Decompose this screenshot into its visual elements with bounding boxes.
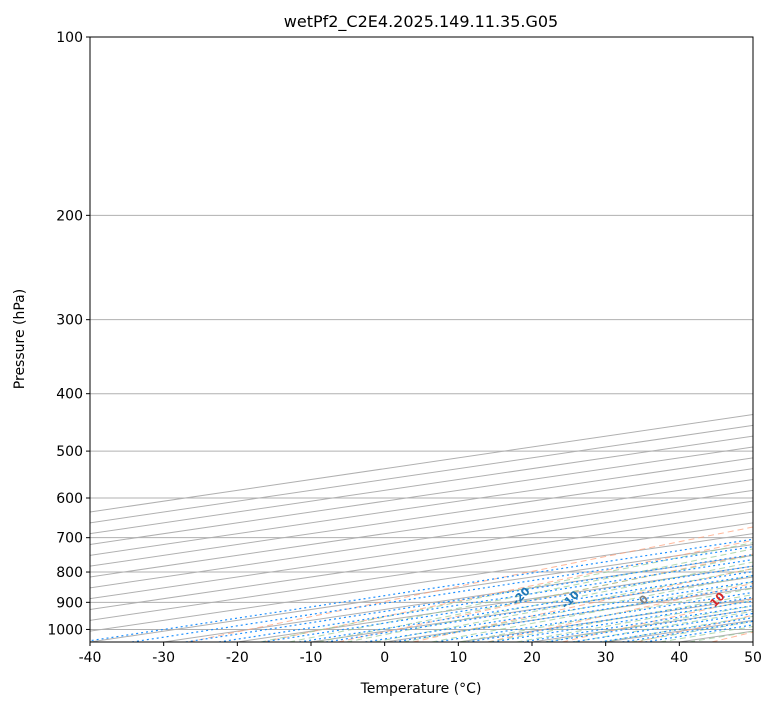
isotherm-line xyxy=(90,522,753,621)
y-tick-label: 200 xyxy=(56,208,83,224)
y-tick-label: 800 xyxy=(56,565,83,581)
dewpoint-profile-line xyxy=(756,37,775,569)
mixing-ratio-line xyxy=(365,580,753,642)
moist-adiabat-line xyxy=(516,599,753,642)
isotherm-line xyxy=(90,478,753,578)
moist-adiabat-line xyxy=(459,587,753,642)
isotherm-line xyxy=(90,446,753,546)
x-ticks: -40 -30 -20 -10 0 10 20 30 40 50 xyxy=(79,642,762,666)
y-tick-label: 100 xyxy=(56,30,83,46)
x-tick-label: 40 xyxy=(670,650,688,666)
moist-adiabat-line xyxy=(260,542,753,642)
isotherm-line xyxy=(90,500,753,600)
y-tick-label: 500 xyxy=(56,444,83,460)
x-tick-label: -40 xyxy=(79,650,102,666)
dry-adiabat-line xyxy=(188,526,753,642)
moist-adiabat-line xyxy=(403,574,753,642)
chart-title: wetPf2_C2E4.2025.149.11.35.G05 xyxy=(284,12,558,32)
isotherm-line xyxy=(531,608,753,642)
mixing-ratio-lines xyxy=(90,538,753,642)
moist-adiabat-line xyxy=(602,615,753,642)
x-tick-label: 30 xyxy=(597,650,615,666)
isotherm-line xyxy=(90,489,753,589)
mixing-ratio-line xyxy=(522,605,753,642)
mixing-ratio-line xyxy=(90,538,753,642)
moist-adiabat-line xyxy=(573,610,753,642)
y-tick-label: 700 xyxy=(56,531,83,547)
dry-adiabats xyxy=(188,526,753,642)
x-tick-label: -10 xyxy=(300,650,323,666)
mixing-ratio-line xyxy=(131,546,753,642)
isotherm-line xyxy=(237,565,753,642)
y-tick-label: 400 xyxy=(56,387,83,403)
isopleth-labels: 0.10.20.40.611.52346810131620253036-100-… xyxy=(509,584,727,611)
isotherm-line xyxy=(90,468,753,567)
y-axis-label: Pressure (hPa) xyxy=(12,289,28,389)
y-ticks: 100 200 300 400 500 600 700 800 900 1000 xyxy=(47,30,90,638)
isotherm-line xyxy=(90,533,753,632)
moist-adiabat-line xyxy=(374,568,753,642)
dry-adiabat-line xyxy=(263,539,753,642)
grid xyxy=(90,37,753,642)
isotherm-line xyxy=(752,641,753,642)
mixing-ratio-line xyxy=(436,591,753,642)
x-axis-label: Temperature (°C) xyxy=(360,681,482,697)
isotherm-line xyxy=(458,598,753,642)
x-tick-label: 0 xyxy=(380,650,389,666)
x-tick-label: -20 xyxy=(226,650,249,666)
mixing-ratio-line xyxy=(546,608,753,642)
x-tick-label: 50 xyxy=(744,650,762,666)
y-tick-label: 300 xyxy=(56,313,83,329)
moist-adiabat-line xyxy=(431,581,753,642)
x-tick-label: 20 xyxy=(523,650,541,666)
profiles xyxy=(756,37,775,569)
moist-adiabat-line xyxy=(660,626,753,642)
mixing-ratio-line xyxy=(572,612,753,642)
isotherm-line xyxy=(679,630,753,642)
isotherm-line xyxy=(384,587,753,642)
moist-adiabat-line xyxy=(289,548,753,642)
isotherm-line xyxy=(90,511,753,611)
moist-adiabat-line xyxy=(689,630,753,642)
plot-area: 0.10.20.40.611.52346810131620253036-100-… xyxy=(90,37,775,642)
plot-frame xyxy=(89,36,754,643)
mixing-ratio-line xyxy=(185,554,753,642)
y-tick-label: 600 xyxy=(56,491,83,507)
x-tick-label: 10 xyxy=(449,650,467,666)
x-tick-label: -30 xyxy=(152,650,175,666)
y-tick-label: 900 xyxy=(56,595,83,611)
y-tick-label: 1000 xyxy=(47,622,83,638)
isotherm-line xyxy=(90,457,753,556)
isotherm-line xyxy=(163,554,753,642)
